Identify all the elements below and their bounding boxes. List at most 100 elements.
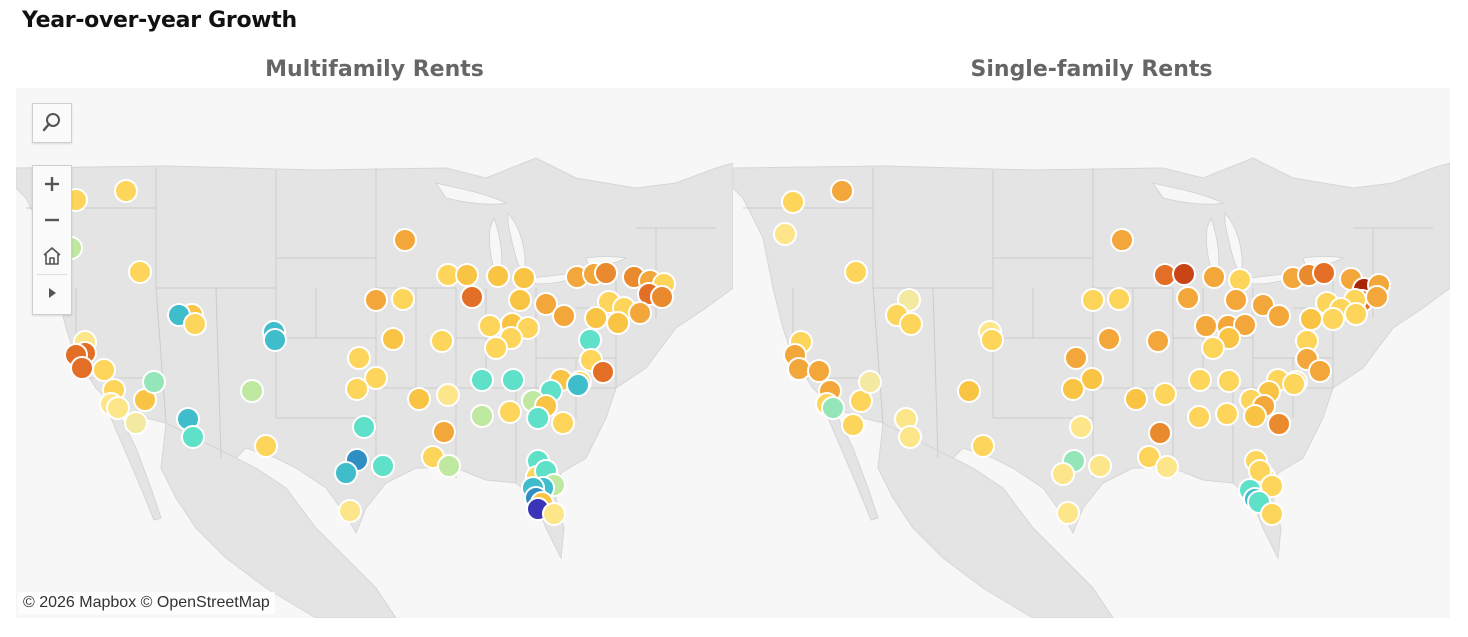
metro-marker[interactable] — [1064, 346, 1088, 370]
metro-marker[interactable] — [1148, 421, 1172, 445]
metro-marker[interactable] — [128, 260, 152, 284]
metro-marker[interactable] — [594, 261, 618, 285]
metro-marker[interactable] — [1069, 415, 1093, 439]
metro-marker[interactable] — [430, 329, 454, 353]
metro-marker[interactable] — [391, 287, 415, 311]
metro-marker[interactable] — [338, 499, 362, 523]
metro-marker[interactable] — [470, 404, 494, 428]
metro-marker[interactable] — [773, 222, 797, 246]
metro-marker[interactable] — [1097, 327, 1121, 351]
metro-marker[interactable] — [1344, 302, 1368, 326]
metro-marker[interactable] — [1299, 307, 1323, 331]
metro-marker[interactable] — [1201, 336, 1225, 360]
metro-marker[interactable] — [124, 411, 148, 435]
metro-marker[interactable] — [1260, 502, 1284, 526]
metro-marker[interactable] — [1124, 387, 1148, 411]
metro-marker[interactable] — [542, 502, 566, 526]
metro-marker[interactable] — [498, 400, 522, 424]
metro-marker[interactable] — [484, 336, 508, 360]
metro-marker[interactable] — [606, 311, 630, 335]
metro-marker[interactable] — [628, 301, 652, 325]
metro-marker[interactable] — [1051, 462, 1075, 486]
metro-marker[interactable] — [381, 327, 405, 351]
metro-marker[interactable] — [1188, 368, 1212, 392]
metro-marker[interactable] — [254, 434, 278, 458]
metro-marker[interactable] — [393, 228, 417, 252]
metro-marker[interactable] — [899, 312, 923, 336]
metro-marker[interactable] — [436, 383, 460, 407]
metro-marker[interactable] — [508, 288, 532, 312]
metro-marker[interactable] — [347, 346, 371, 370]
metro-marker[interactable] — [114, 179, 138, 203]
metro-marker[interactable] — [240, 379, 264, 403]
metro-marker[interactable] — [1137, 445, 1161, 469]
metro-marker[interactable] — [470, 368, 494, 392]
metro-marker[interactable] — [858, 370, 882, 394]
map-singlefamily[interactable] — [733, 88, 1450, 618]
metro-marker[interactable] — [1215, 402, 1239, 426]
metro-marker[interactable] — [830, 179, 854, 203]
metro-marker[interactable] — [1146, 329, 1170, 353]
metro-marker[interactable] — [578, 328, 602, 352]
metro-marker[interactable] — [781, 190, 805, 214]
metro-marker[interactable] — [1224, 288, 1248, 312]
metro-marker[interactable] — [584, 306, 608, 330]
home-button[interactable] — [33, 238, 71, 274]
metro-marker[interactable] — [478, 314, 502, 338]
metro-marker[interactable] — [980, 328, 1004, 352]
metro-marker[interactable] — [844, 260, 868, 284]
metro-marker[interactable] — [345, 377, 369, 401]
metro-marker[interactable] — [92, 358, 116, 382]
metro-marker[interactable] — [512, 266, 536, 290]
metro-marker[interactable] — [1228, 268, 1252, 292]
metro-marker[interactable] — [1061, 377, 1085, 401]
metro-marker[interactable] — [807, 359, 831, 383]
metro-marker[interactable] — [334, 461, 358, 485]
metro-marker[interactable] — [1321, 307, 1345, 331]
metro-marker[interactable] — [1267, 412, 1291, 436]
metro-marker[interactable] — [849, 389, 873, 413]
metro-marker[interactable] — [1110, 228, 1134, 252]
metro-marker[interactable] — [1308, 359, 1332, 383]
metro-marker[interactable] — [1243, 404, 1267, 428]
metro-marker[interactable] — [1282, 372, 1306, 396]
metro-marker[interactable] — [1153, 382, 1177, 406]
metro-marker[interactable] — [181, 425, 205, 449]
metro-marker[interactable] — [263, 328, 287, 352]
metro-marker[interactable] — [971, 434, 995, 458]
zoom-in-button[interactable] — [33, 166, 71, 202]
metro-marker[interactable] — [364, 288, 388, 312]
map-multifamily[interactable] — [16, 88, 733, 618]
metro-marker[interactable] — [142, 370, 166, 394]
metro-marker[interactable] — [534, 292, 558, 316]
metro-marker[interactable] — [1194, 314, 1218, 338]
metro-marker[interactable] — [1155, 455, 1179, 479]
metro-marker[interactable] — [566, 373, 590, 397]
metro-marker[interactable] — [821, 396, 845, 420]
metro-marker[interactable] — [371, 454, 395, 478]
metro-marker[interactable] — [591, 360, 615, 384]
metro-marker[interactable] — [551, 411, 575, 435]
metro-marker[interactable] — [352, 415, 376, 439]
metro-marker[interactable] — [106, 396, 130, 420]
metro-marker[interactable] — [898, 425, 922, 449]
metro-marker[interactable] — [526, 406, 550, 430]
metro-marker[interactable] — [1312, 261, 1336, 285]
metro-marker[interactable] — [486, 264, 510, 288]
metro-marker[interactable] — [432, 420, 456, 444]
metro-marker[interactable] — [1172, 262, 1196, 286]
metro-marker[interactable] — [70, 356, 94, 380]
metro-marker[interactable] — [1176, 286, 1200, 310]
metro-marker[interactable] — [455, 263, 479, 287]
metro-marker[interactable] — [1081, 288, 1105, 312]
metro-marker[interactable] — [1107, 287, 1131, 311]
metro-marker[interactable] — [1080, 367, 1104, 391]
metro-marker[interactable] — [957, 379, 981, 403]
zoom-out-button[interactable] — [33, 202, 71, 238]
metro-marker[interactable] — [364, 366, 388, 390]
metro-marker[interactable] — [841, 413, 865, 437]
search-button[interactable] — [33, 104, 71, 140]
expand-toolbar-button[interactable] — [33, 275, 71, 311]
metro-marker[interactable] — [183, 312, 207, 336]
metro-marker[interactable] — [1217, 369, 1241, 393]
